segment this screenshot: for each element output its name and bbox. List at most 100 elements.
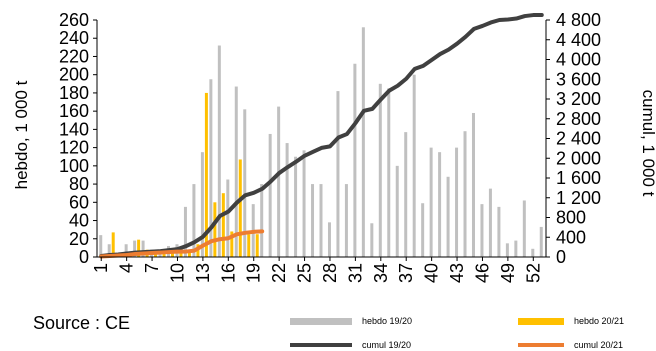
bar-hebdo-19-20-27 xyxy=(319,184,323,257)
x-tick-label: 28 xyxy=(320,263,340,283)
y2-tick-label: 2 000 xyxy=(556,148,601,168)
legend-label-hebdo-1920: hebdo 19/20 xyxy=(362,316,413,326)
legend-label-cumul-1920: cumul 19/20 xyxy=(362,340,412,350)
bar-hebdo-19-20-16 xyxy=(226,179,230,257)
legend-swatch-cumul-2021 xyxy=(518,343,564,347)
bar-hebdo-19-20-47 xyxy=(488,188,492,257)
bar-hebdo-19-20-43 xyxy=(455,147,459,257)
legend-label-cumul-2021: cumul 20/21 xyxy=(574,340,624,350)
bar-hebdo-19-20-21 xyxy=(268,133,272,257)
bar-hebdo-20-21-19 xyxy=(255,234,259,257)
bar-hebdo-19-20-13 xyxy=(200,152,204,257)
bar-hebdo-19-20-33 xyxy=(370,223,374,257)
y-tick-label: 260 xyxy=(59,10,89,30)
bar-hebdo-19-20-15 xyxy=(217,45,221,257)
lines-layer xyxy=(99,13,544,259)
y-tick-label: 200 xyxy=(59,65,89,85)
bar-hebdo-19-20-52 xyxy=(531,248,535,257)
bar-hebdo-19-20-26 xyxy=(311,184,315,257)
bar-hebdo-19-20-34 xyxy=(378,83,382,257)
bar-hebdo-19-20-24 xyxy=(294,156,298,257)
bar-hebdo-19-20-48 xyxy=(497,206,501,257)
y2-tick-label: 2 400 xyxy=(556,129,601,149)
bar-hebdo-20-21-11 xyxy=(187,249,191,257)
bar-hebdo-20-21-16 xyxy=(230,231,234,257)
y-tick-label: 40 xyxy=(69,211,89,231)
bar-hebdo-19-20-50 xyxy=(514,240,518,257)
bar-hebdo-19-20-38 xyxy=(412,74,416,257)
y-tick-label: 240 xyxy=(59,28,89,48)
bar-hebdo-19-20-32 xyxy=(361,27,365,257)
y2-tick-label: 2 800 xyxy=(556,109,601,129)
bar-hebdo-19-20-42 xyxy=(446,176,450,257)
legend-item-cumul-1920: cumul 19/20 xyxy=(290,340,411,350)
y-tick-label: 0 xyxy=(79,247,89,267)
x-tick-label: 43 xyxy=(447,263,467,283)
bar-hebdo-19-20-53 xyxy=(539,226,543,257)
y-tick-label: 20 xyxy=(69,229,89,249)
bar-hebdo-20-21-15 xyxy=(221,193,225,257)
y2-tick-label: 400 xyxy=(556,227,586,247)
bar-hebdo-19-20-44 xyxy=(463,131,467,257)
bar-hebdo-19-20-18 xyxy=(243,109,247,257)
bar-hebdo-19-20-11 xyxy=(183,206,187,257)
bar-hebdo-19-20-31 xyxy=(353,63,357,257)
bar-hebdo-20-21-18 xyxy=(247,234,251,257)
bar-hebdo-19-20-35 xyxy=(387,88,391,258)
bar-hebdo-19-20-40 xyxy=(429,147,433,257)
x-tick-label: 52 xyxy=(523,263,543,283)
y2-tick-label: 1 600 xyxy=(556,168,601,188)
x-tick-label: 1 xyxy=(91,263,111,273)
bar-hebdo-19-20-17 xyxy=(234,86,238,257)
y2-tick-label: 4 400 xyxy=(556,30,601,50)
bar-hebdo-19-20-8 xyxy=(158,252,162,257)
bar-hebdo-20-21-13 xyxy=(204,92,208,257)
bar-hebdo-19-20-23 xyxy=(285,143,289,257)
x-tick-label: 13 xyxy=(193,263,213,283)
x-tick-label: 31 xyxy=(345,263,365,283)
bars-layer xyxy=(99,27,543,258)
x-tick-label: 22 xyxy=(269,263,289,283)
bar-hebdo-20-21-17 xyxy=(238,159,242,257)
y2-tick-label: 0 xyxy=(556,247,566,267)
x-tick-label: 49 xyxy=(498,263,518,283)
x-tick-label: 4 xyxy=(117,263,137,273)
line-cumul-20-21 xyxy=(99,229,265,259)
bar-hebdo-19-20-22 xyxy=(277,106,281,257)
bar-hebdo-19-20-29 xyxy=(336,91,340,257)
bar-hebdo-20-21-8 xyxy=(162,252,166,257)
y-axis-label: hebdo, 1 000 t xyxy=(12,80,31,189)
y2-tick-label: 3 600 xyxy=(556,69,601,89)
legend-swatch-hebdo-1920 xyxy=(290,317,352,325)
x-tick-label: 19 xyxy=(244,263,264,283)
line-cumul-19-20 xyxy=(99,13,544,259)
bar-hebdo-19-20-36 xyxy=(395,165,399,257)
bar-hebdo-19-20-41 xyxy=(438,152,442,257)
legend-swatch-cumul-1920 xyxy=(290,343,352,347)
bar-hebdo-20-21-2 xyxy=(111,232,115,257)
axes-layer: 0204060801001201401601802002202402600400… xyxy=(59,10,601,283)
bar-hebdo-19-20-45 xyxy=(471,112,475,257)
bar-hebdo-19-20-51 xyxy=(522,200,526,257)
y-tick-label: 160 xyxy=(59,101,89,121)
y2-tick-label: 4 000 xyxy=(556,50,601,70)
y-tick-label: 120 xyxy=(59,138,89,158)
bar-hebdo-19-20-14 xyxy=(209,79,213,257)
x-tick-label: 34 xyxy=(371,263,391,283)
x-tick-label: 25 xyxy=(295,263,315,283)
y-tick-label: 180 xyxy=(59,83,89,103)
x-tick-label: 7 xyxy=(142,263,162,273)
legend-swatch-hebdo-2021 xyxy=(518,317,564,325)
bar-hebdo-19-20-1 xyxy=(99,235,103,257)
bar-hebdo-19-20-37 xyxy=(404,132,408,257)
bar-hebdo-19-20-30 xyxy=(344,184,348,257)
y-tick-label: 220 xyxy=(59,46,89,66)
bar-hebdo-20-21-14 xyxy=(213,202,217,257)
legend-item-cumul-2021: cumul 20/21 xyxy=(518,340,623,350)
y2-axis-label: cumul, 1 000 t xyxy=(639,90,656,197)
bar-hebdo-20-21-5 xyxy=(137,239,141,257)
y2-tick-label: 1 200 xyxy=(556,188,601,208)
y2-tick-label: 3 200 xyxy=(556,89,601,109)
bar-hebdo-19-20-49 xyxy=(505,243,509,257)
